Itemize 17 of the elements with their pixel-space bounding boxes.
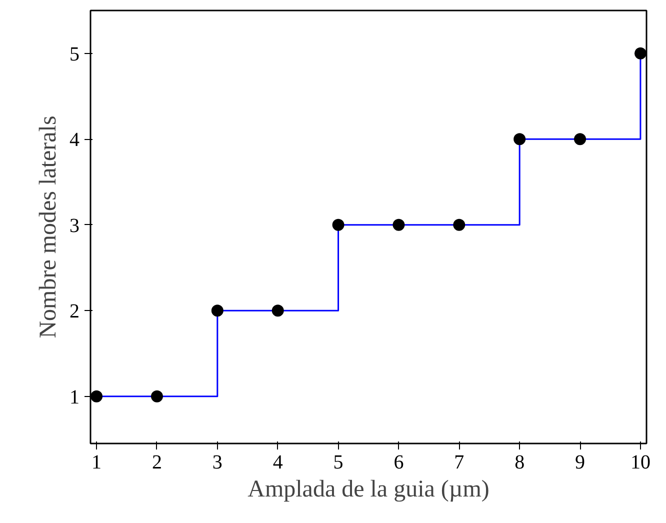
x-tick-label: 4 (272, 452, 283, 474)
y-tick-label: 1 (70, 386, 80, 408)
x-tick-label: 2 (152, 452, 162, 474)
y-tick-label: 4 (70, 129, 80, 152)
y-tick-label: 5 (70, 43, 80, 66)
y-tick-label: 2 (70, 300, 80, 323)
x-tick-label: 6 (394, 452, 404, 474)
y-axis-title: Nombre modes laterals (36, 116, 62, 338)
x-tick-label: 7 (454, 452, 464, 474)
x-tick-label: 5 (333, 452, 344, 474)
x-tick-label: 10 (630, 452, 650, 474)
x-tick-label: 3 (212, 452, 222, 474)
x-axis-title: Amplada de la guia (µm) (248, 476, 490, 502)
x-tick-label: 8 (514, 452, 525, 474)
x-tick-label: 1 (92, 452, 102, 474)
y-tick-label: 3 (70, 214, 80, 237)
x-tick-label: 9 (575, 452, 586, 474)
